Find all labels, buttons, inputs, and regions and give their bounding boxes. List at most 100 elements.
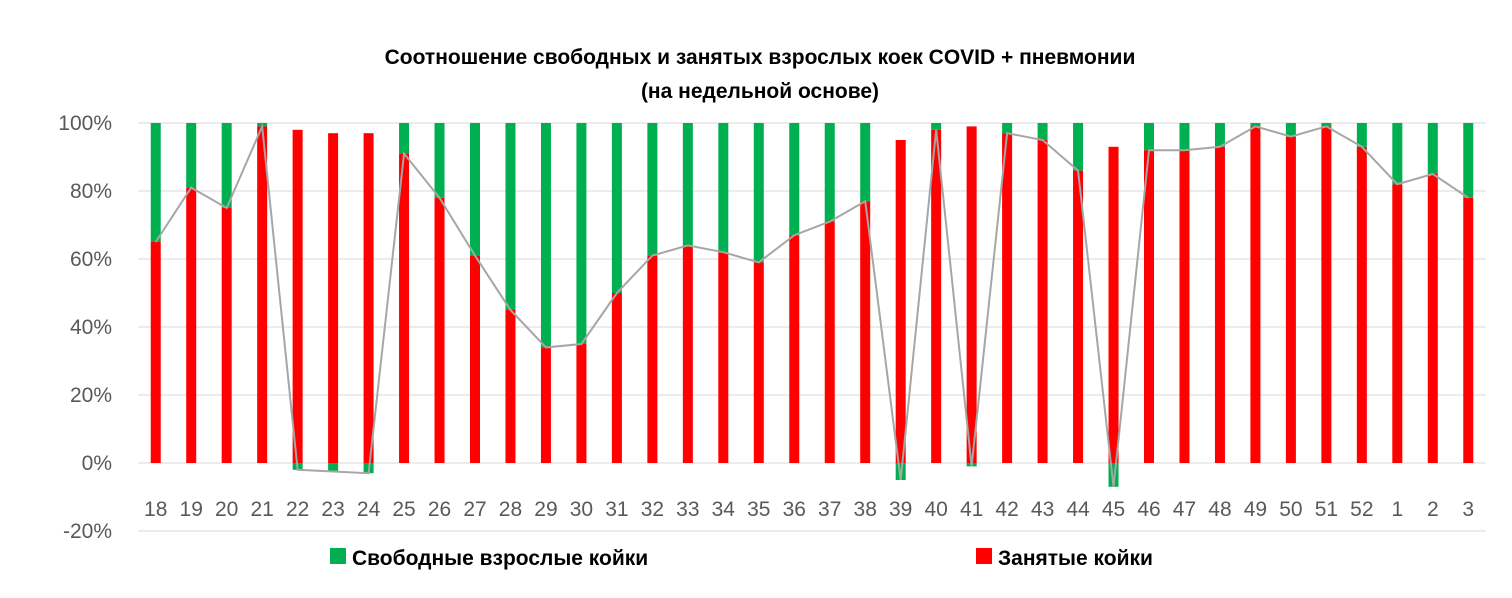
bar-free [576,123,587,344]
chart-title: Соотношение свободных и занятых взрослых… [385,46,1136,69]
bar-free [1250,123,1261,127]
x-tick-label: 49 [1244,498,1267,521]
x-axis-ticks: 18 19 20 21 22 23 24 25 26 27 28 29 30 31 32 33 34 35 36 37… [144,498,1474,521]
x-tick-label: 46 [1137,498,1160,521]
bar-occupied [292,129,303,464]
bar-occupied [860,201,871,463]
x-tick-label: 38 [854,498,877,521]
bar-occupied [682,245,693,463]
bar-occupied [1356,146,1367,464]
bar-occupied [363,133,374,463]
bar-occupied [1108,146,1119,464]
bar-free [186,123,197,188]
x-tick-label: 34 [712,498,736,521]
bar-free [1214,123,1225,147]
x-tick-label: 2 [1427,498,1439,521]
x-tick-label: 43 [1031,498,1054,521]
bar-free [789,123,800,236]
y-tick-label: 100% [58,112,112,135]
bar-occupied [895,140,906,463]
bar-free [540,123,551,348]
bar-occupied [1250,126,1261,464]
bar-free [1356,123,1367,147]
x-tick-label: 35 [747,498,770,521]
chart-subtitle: (на недельной основе) [641,80,879,103]
bar-occupied [434,197,445,464]
x-tick-label: 3 [1462,498,1474,521]
x-tick-label: 30 [570,498,593,521]
y-tick-label: 0% [82,452,112,475]
bar-occupied [1037,140,1048,463]
bar-free [1427,123,1438,174]
bar-occupied [540,347,551,463]
bar-occupied [789,235,800,463]
x-tick-label: 23 [321,498,344,521]
bar-occupied [1144,150,1154,463]
bar-free [1037,123,1048,140]
x-tick-label: 40 [924,498,947,521]
line-series [154,122,1469,487]
bar-occupied [399,153,410,463]
x-tick-label: 42 [995,498,1018,521]
x-tick-label: 36 [783,498,806,521]
bar-occupied [931,129,942,464]
x-tick-label: 44 [1066,498,1090,521]
bar-occupied [1392,184,1403,463]
bar-free [1002,123,1013,134]
x-tick-label: 25 [392,498,415,521]
bar-occupied [1214,146,1225,464]
x-tick-label: 24 [357,498,381,521]
x-tick-label: 28 [499,498,522,521]
y-tick-label: 20% [70,384,112,407]
bar-occupied [328,133,339,463]
bar-free [1392,123,1403,185]
bar-free [682,123,693,246]
bar-occupied [1073,170,1084,463]
x-tick-label: 41 [960,498,983,521]
y-tick-label: 40% [70,316,112,339]
bar-free [1144,123,1154,151]
bar-free [399,123,410,154]
bar-free [470,123,480,256]
legend-occupied-label: Занятые койки [998,547,1153,570]
bars [150,123,1474,487]
bar-occupied [221,208,232,463]
legend: Свободные взрослые койки Занятые койки [330,547,1153,570]
bar-occupied [150,242,161,463]
y-tick-label: 60% [70,248,112,271]
bar-occupied [1463,197,1474,464]
bar-occupied [505,310,516,463]
bar-free [1073,123,1084,171]
legend-free-label: Свободные взрослые койки [352,547,648,570]
x-tick-label: 19 [180,498,203,521]
bar-free [1108,463,1119,487]
bar-occupied [1427,174,1438,463]
trend-line [154,122,1469,487]
bar-occupied [824,221,835,463]
bar-occupied [1321,126,1332,464]
bar-occupied [576,344,587,463]
y-axis-ticks: -20% 0% 20% 40% 60% 80% 100% [58,112,112,543]
gridlines [138,122,1486,532]
x-tick-label: 18 [144,498,167,521]
bar-occupied [257,126,268,464]
y-tick-label: -20% [63,520,112,543]
bar-free [150,123,161,242]
x-tick-label: 1 [1391,498,1403,521]
x-tick-label: 48 [1208,498,1231,521]
x-tick-label: 33 [676,498,699,521]
bar-free [718,123,729,253]
x-tick-label: 21 [250,498,273,521]
bar-free [434,123,445,198]
x-tick-label: 22 [286,498,309,521]
bar-occupied [1285,136,1296,463]
bar-occupied [470,255,480,463]
bar-free [647,123,658,256]
bar-free [1179,123,1190,151]
legend-free-swatch [330,548,346,564]
bar-free [753,123,764,263]
x-tick-label: 29 [534,498,557,521]
x-tick-label: 20 [215,498,238,521]
bar-occupied [647,255,658,463]
x-tick-label: 51 [1315,498,1338,521]
